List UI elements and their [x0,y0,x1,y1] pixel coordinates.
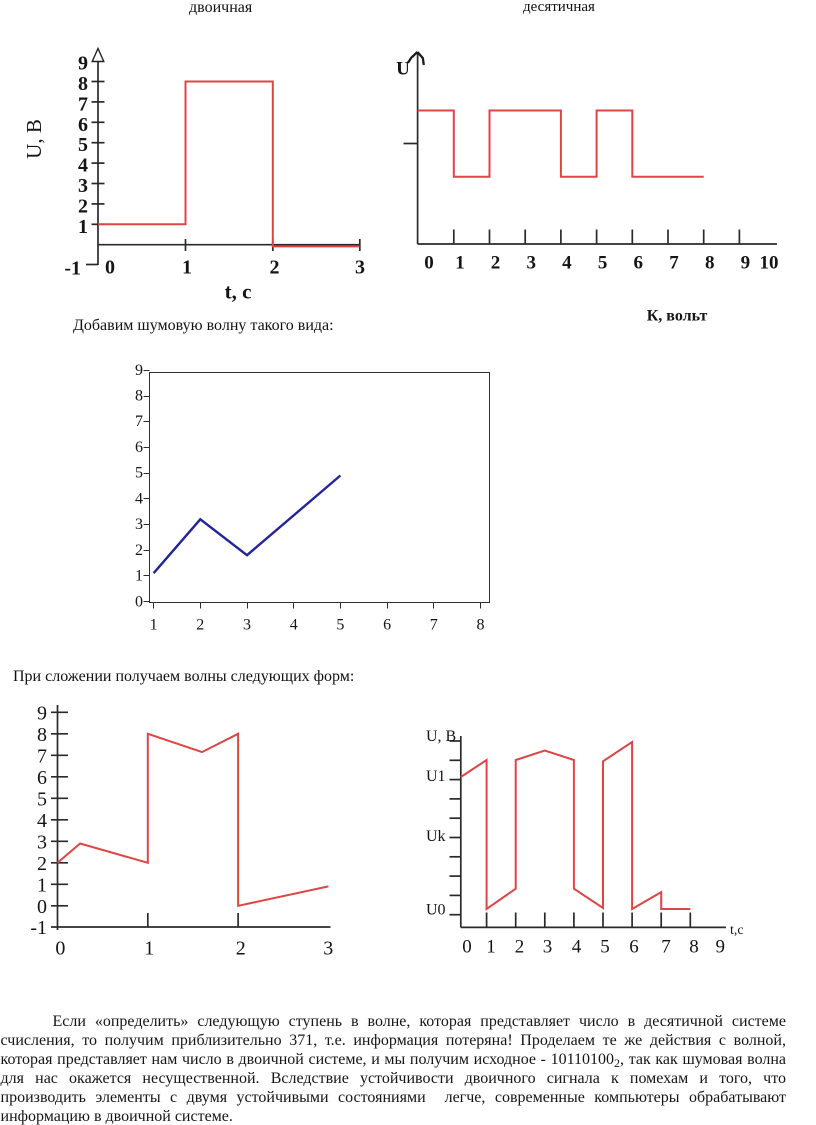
svg-text:3: 3 [37,831,47,853]
svg-text:2: 2 [515,937,525,958]
svg-text:5: 5 [600,937,610,958]
svg-text:U0: U0 [426,902,446,919]
svg-text:4: 4 [572,937,582,958]
svg-text:8: 8 [705,253,715,274]
svg-text:7: 7 [669,253,679,274]
svg-text:-1: -1 [64,258,81,280]
svg-text:5: 5 [598,253,608,274]
svg-text:4: 4 [37,810,47,832]
svg-text:1: 1 [182,257,192,279]
svg-text:0: 0 [55,938,65,960]
svg-text:7: 7 [661,937,671,958]
svg-text:5: 5 [135,465,143,482]
svg-text:2: 2 [491,253,501,274]
svg-text:5: 5 [336,617,344,634]
svg-text:4: 4 [562,253,572,274]
svg-text:0: 0 [135,593,143,610]
svg-text:2: 2 [135,542,143,559]
svg-text:7: 7 [135,413,143,430]
svg-text:6: 6 [629,937,639,958]
svg-text:6: 6 [135,439,143,456]
svg-text:1: 1 [150,617,158,634]
svg-text:U, B: U, B [22,119,46,159]
svg-text:6: 6 [634,253,644,274]
svg-text:9: 9 [37,702,47,724]
svg-text:t, c: t, c [225,280,252,304]
svg-text:8: 8 [135,388,143,405]
svg-text:t,c: t,c [730,923,744,938]
svg-text:7: 7 [430,617,438,634]
svg-text:4: 4 [135,490,143,507]
svg-text:5: 5 [37,788,47,810]
svg-text:7: 7 [37,745,47,767]
svg-text:10: 10 [760,253,779,274]
svg-text:1: 1 [78,216,88,238]
svg-text:5: 5 [78,134,88,156]
svg-text:2: 2 [37,853,47,875]
svg-text:6: 6 [78,114,88,136]
svg-text:9: 9 [741,253,751,274]
svg-text:8: 8 [689,937,699,958]
svg-text:2: 2 [78,195,88,217]
svg-text:8: 8 [78,73,88,95]
svg-text:3: 3 [526,253,536,274]
svg-text:U: U [396,59,410,80]
svg-text:2: 2 [270,257,280,279]
svg-text:0: 0 [462,937,472,958]
svg-text:Uk: Uk [426,828,446,845]
svg-text:3: 3 [543,937,553,958]
svg-text:3: 3 [243,617,251,634]
svg-text:8: 8 [37,724,47,746]
svg-text:2: 2 [236,938,246,960]
svg-text:0: 0 [105,257,115,279]
svg-text:1: 1 [455,253,465,274]
svg-text:0: 0 [37,896,47,918]
svg-text:9: 9 [78,53,88,75]
svg-text:6: 6 [383,617,391,634]
svg-text:4: 4 [78,155,88,177]
svg-text:1: 1 [37,874,47,896]
svg-text:1: 1 [135,568,143,585]
svg-text:8: 8 [477,617,485,634]
svg-text:9: 9 [135,362,143,379]
svg-text:0: 0 [424,253,434,274]
svg-text:3: 3 [78,175,88,197]
svg-text:U, B: U, B [426,728,456,745]
svg-text:9: 9 [716,937,726,958]
svg-text:1: 1 [144,938,154,960]
svg-text:-1: -1 [30,917,47,939]
svg-text:7: 7 [78,93,88,115]
svg-text:1: 1 [486,937,496,958]
svg-text:U1: U1 [426,768,446,785]
svg-text:К, вольт: К, вольт [647,308,708,325]
svg-text:3: 3 [323,938,333,960]
svg-text:6: 6 [37,767,47,789]
svg-text:2: 2 [196,617,204,634]
svg-text:3: 3 [135,516,143,533]
svg-text:4: 4 [290,617,298,634]
svg-text:3: 3 [355,257,365,279]
